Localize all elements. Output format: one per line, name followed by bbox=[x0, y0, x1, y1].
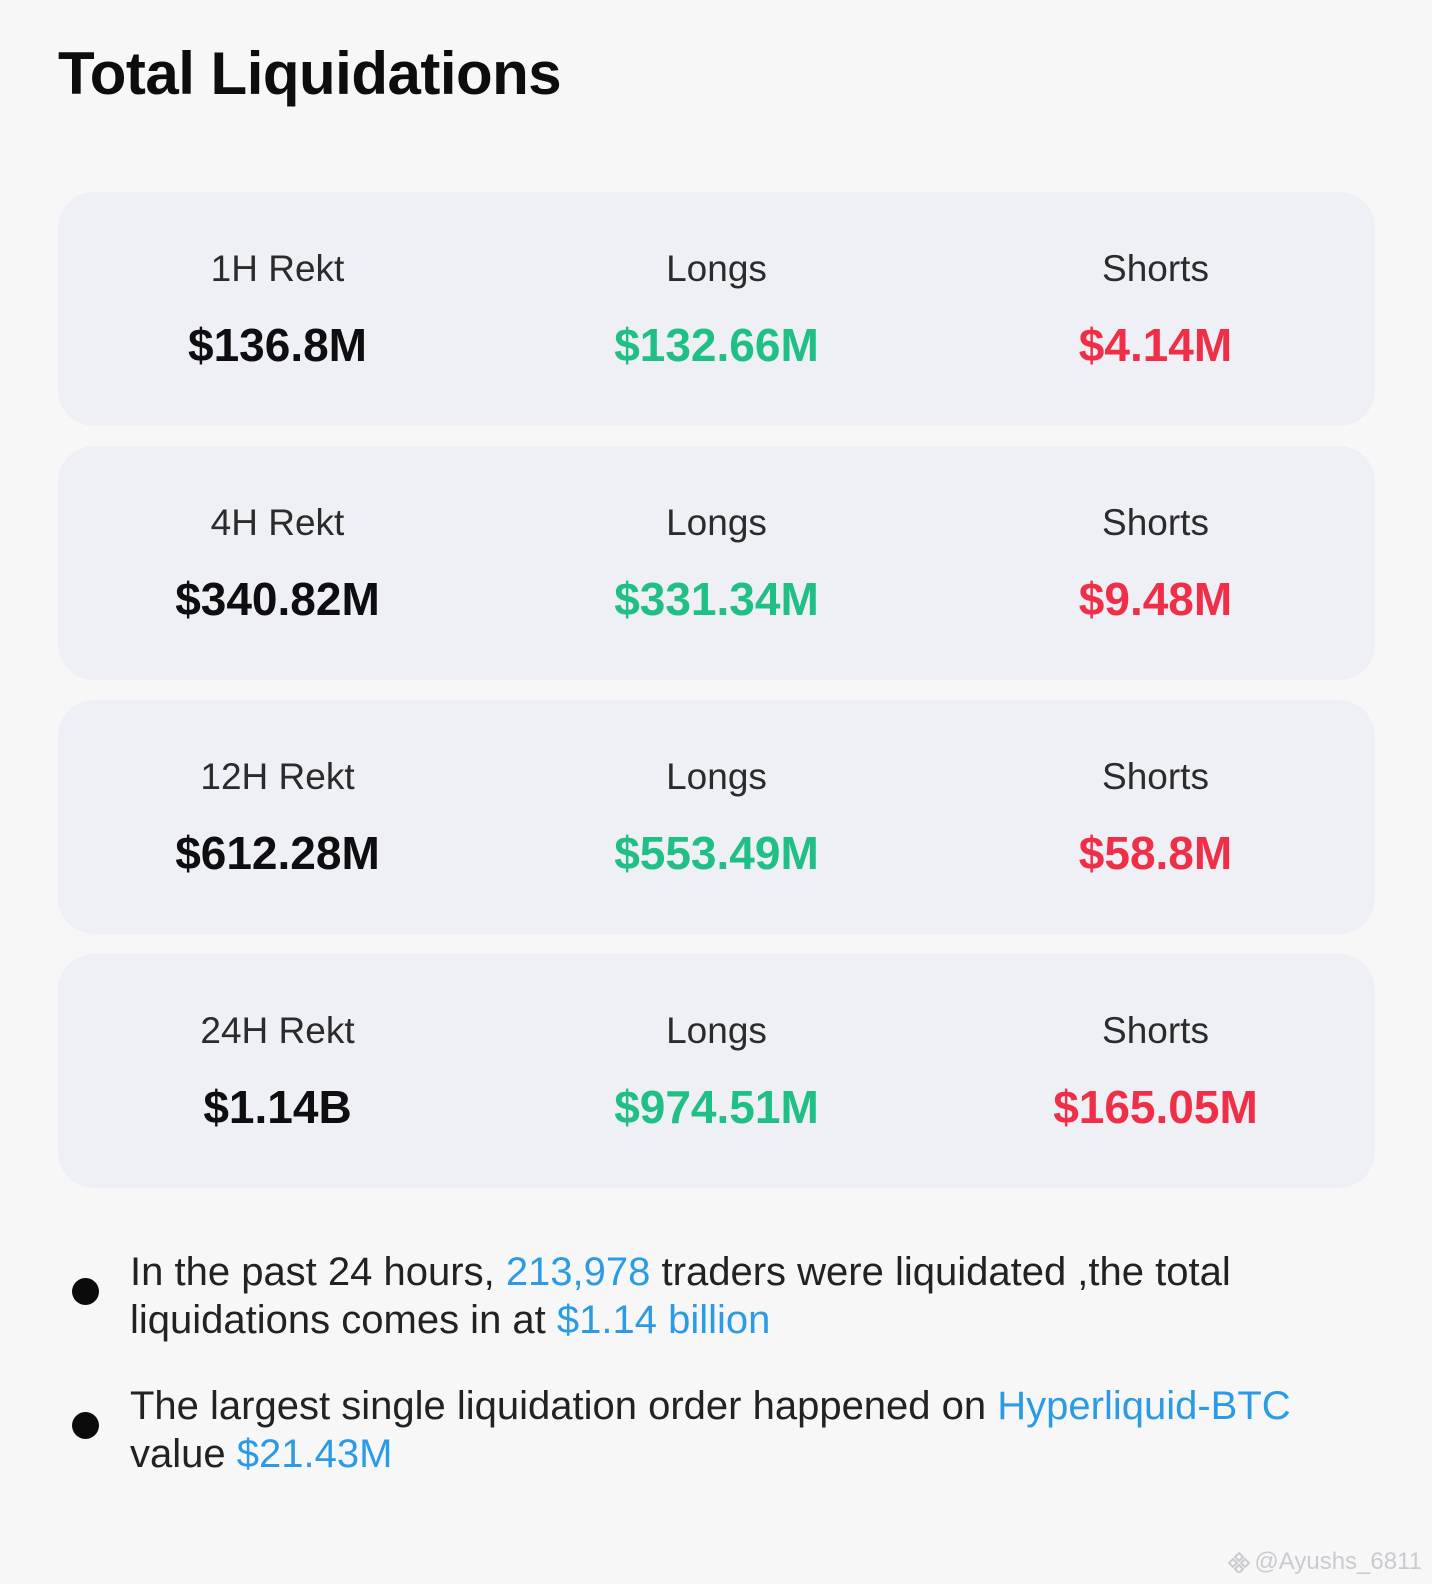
total-value: $136.8M bbox=[187, 319, 367, 371]
longs-value: $974.51M bbox=[614, 1081, 819, 1133]
period-label: 24H Rekt bbox=[200, 1010, 355, 1051]
bullet-dot-icon bbox=[72, 1278, 99, 1305]
shorts-label: Shorts bbox=[1102, 248, 1209, 289]
largest-amount: $21.43M bbox=[236, 1432, 393, 1476]
shorts-label: Shorts bbox=[1102, 1010, 1209, 1051]
longs-column: Longs $132.66M bbox=[497, 192, 936, 426]
total-value: $1.14B bbox=[203, 1081, 352, 1133]
bullet-dot-icon bbox=[72, 1412, 99, 1439]
longs-column: Longs $974.51M bbox=[497, 954, 936, 1188]
longs-label: Longs bbox=[666, 248, 767, 289]
total-value: $340.82M bbox=[175, 573, 380, 625]
longs-label: Longs bbox=[666, 502, 767, 543]
summary-notes: In the past 24 hours, 213,978 traders we… bbox=[70, 1248, 1360, 1516]
note-text: In the past 24 hours, bbox=[130, 1250, 506, 1294]
liquidation-card-24h: 24H Rekt $1.14B Longs $974.51M Shorts $1… bbox=[58, 954, 1375, 1188]
period-label: 4H Rekt bbox=[210, 502, 345, 543]
page-title: Total Liquidations bbox=[58, 40, 562, 107]
note-text: traders were liquidated ,the total liqui… bbox=[130, 1250, 1231, 1342]
watermark: @Ayushs_6811 bbox=[1228, 1548, 1422, 1576]
total-column: 24H Rekt $1.14B bbox=[58, 954, 497, 1188]
shorts-label: Shorts bbox=[1102, 502, 1209, 543]
longs-label: Longs bbox=[666, 1010, 767, 1051]
liquidation-cards: 1H Rekt $136.8M Longs $132.66M Shorts $4… bbox=[58, 192, 1375, 1208]
shorts-value: $4.14M bbox=[1078, 319, 1233, 371]
longs-value: $553.49M bbox=[614, 827, 819, 879]
longs-column: Longs $553.49M bbox=[497, 700, 936, 934]
note-largest-order: The largest single liquidation order hap… bbox=[70, 1382, 1360, 1478]
longs-column: Longs $331.34M bbox=[497, 446, 936, 680]
period-label: 1H Rekt bbox=[210, 248, 345, 289]
longs-value: $331.34M bbox=[614, 573, 819, 625]
shorts-label: Shorts bbox=[1102, 756, 1209, 797]
shorts-value: $9.48M bbox=[1078, 573, 1233, 625]
note-text: value bbox=[130, 1432, 237, 1476]
exchange-pair: Hyperliquid-BTC bbox=[997, 1384, 1291, 1428]
note-traders-liquidated: In the past 24 hours, 213,978 traders we… bbox=[70, 1248, 1360, 1344]
period-label: 12H Rekt bbox=[200, 756, 355, 797]
shorts-value: $165.05M bbox=[1053, 1081, 1258, 1133]
shorts-column: Shorts $4.14M bbox=[936, 192, 1375, 426]
note-text: The largest single liquidation order hap… bbox=[130, 1384, 998, 1428]
longs-label: Longs bbox=[666, 756, 767, 797]
watermark-logo-icon bbox=[1228, 1551, 1251, 1573]
shorts-column: Shorts $58.8M bbox=[936, 700, 1375, 934]
total-amount: $1.14 billion bbox=[556, 1298, 771, 1342]
shorts-value: $58.8M bbox=[1078, 827, 1233, 879]
longs-value: $132.66M bbox=[614, 319, 819, 371]
shorts-column: Shorts $165.05M bbox=[936, 954, 1375, 1188]
shorts-column: Shorts $9.48M bbox=[936, 446, 1375, 680]
liquidation-card-1h: 1H Rekt $136.8M Longs $132.66M Shorts $4… bbox=[58, 192, 1375, 426]
total-column: 1H Rekt $136.8M bbox=[58, 192, 497, 426]
watermark-handle: @Ayushs_6811 bbox=[1254, 1548, 1422, 1575]
traders-count: 213,978 bbox=[505, 1250, 651, 1294]
total-column: 12H Rekt $612.28M bbox=[58, 700, 497, 934]
total-column: 4H Rekt $340.82M bbox=[58, 446, 497, 680]
liquidation-card-12h: 12H Rekt $612.28M Longs $553.49M Shorts … bbox=[58, 700, 1375, 934]
liquidation-card-4h: 4H Rekt $340.82M Longs $331.34M Shorts $… bbox=[58, 446, 1375, 680]
total-value: $612.28M bbox=[175, 827, 380, 879]
